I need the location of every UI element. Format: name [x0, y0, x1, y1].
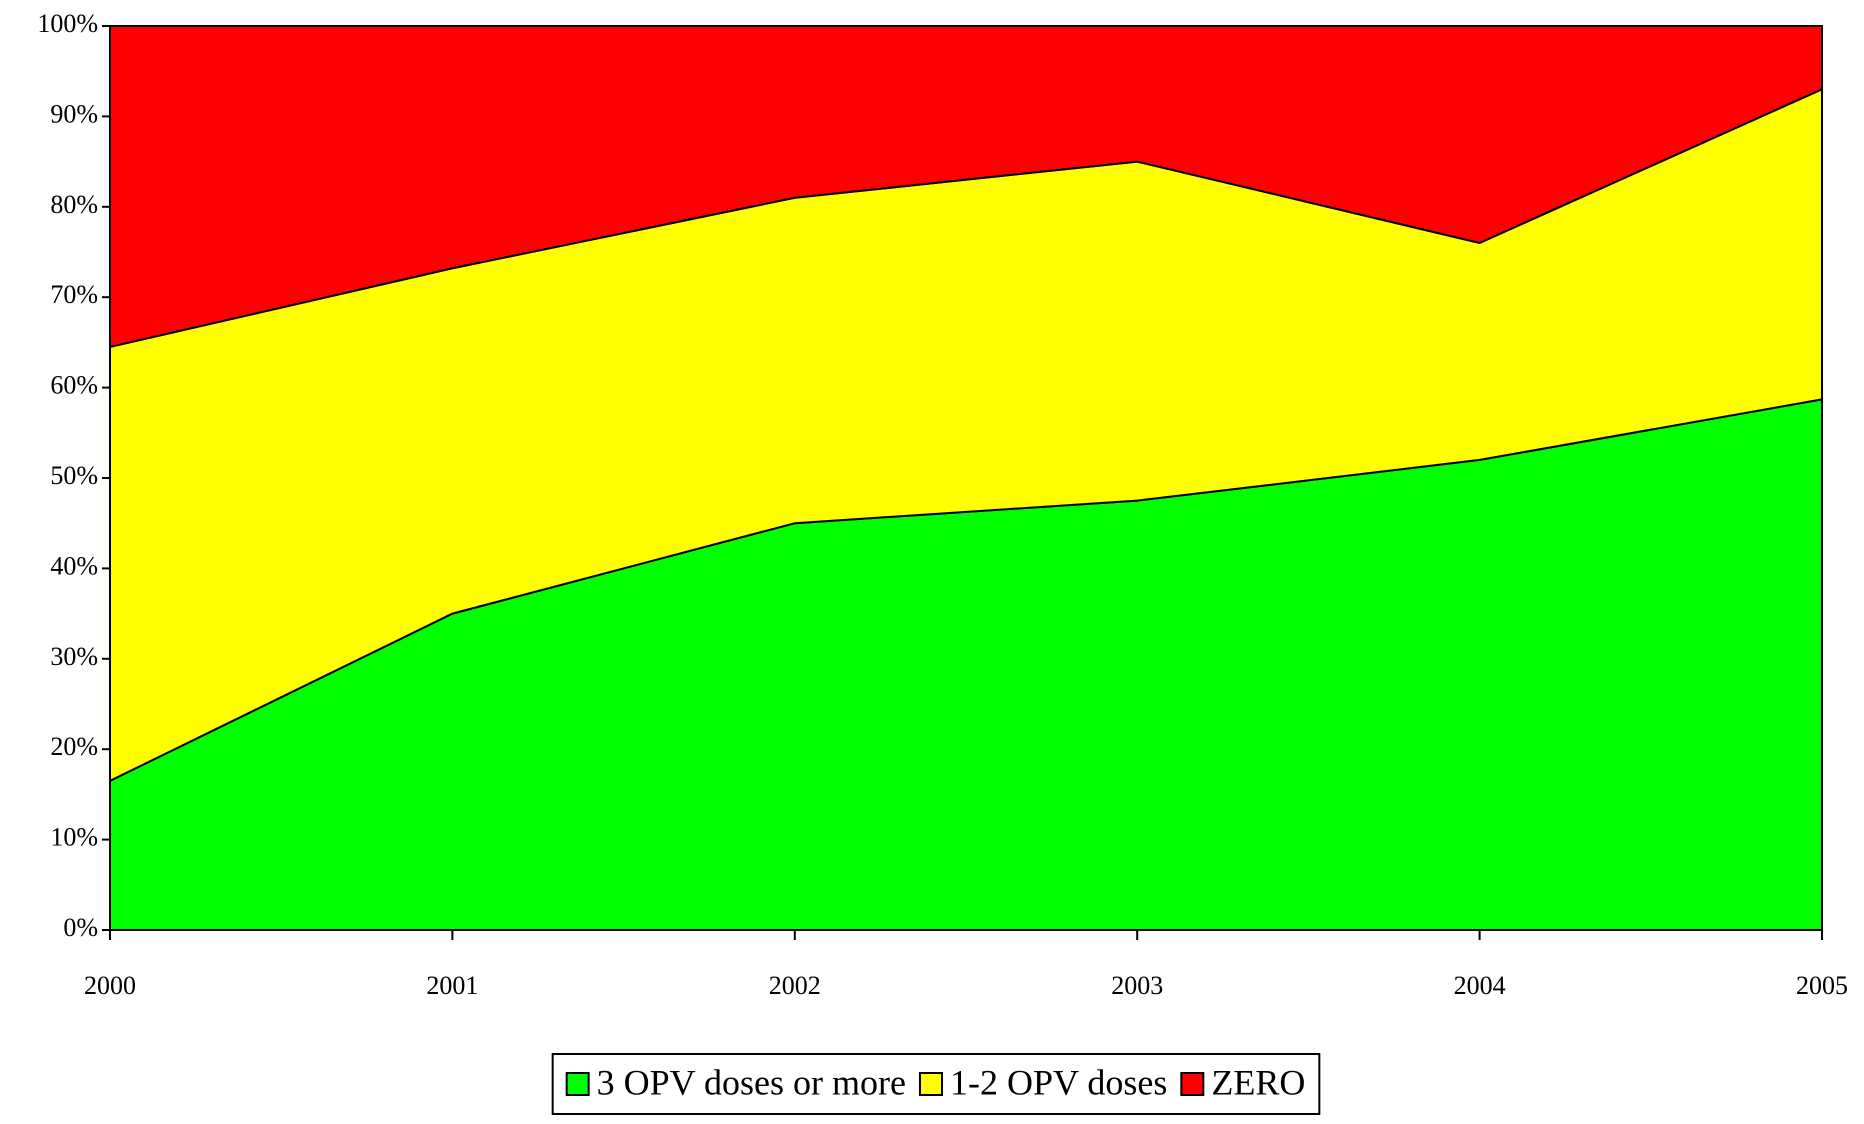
- y-tick-label: 70%: [50, 280, 98, 309]
- legend-swatch: [565, 1072, 590, 1096]
- x-tick-label: 2003: [1111, 971, 1163, 1000]
- x-tick-label: 2001: [426, 971, 478, 1000]
- x-tick-label: 2004: [1454, 971, 1506, 1000]
- y-tick-label: 100%: [37, 9, 98, 38]
- y-tick-label: 10%: [50, 823, 98, 852]
- x-tick-label: 2002: [769, 971, 821, 1000]
- y-tick-label: 0%: [63, 913, 98, 942]
- y-tick-label: 60%: [50, 371, 98, 400]
- y-tick-label: 80%: [50, 190, 98, 219]
- legend-label: 3 OPV doses or more: [597, 1062, 906, 1102]
- y-tick-label: 90%: [50, 99, 98, 128]
- y-tick-label: 50%: [50, 461, 98, 490]
- y-tick-label: 40%: [50, 551, 98, 580]
- y-tick-label: 20%: [50, 732, 98, 761]
- y-tick-label: 30%: [50, 642, 98, 671]
- legend-swatch: [918, 1072, 943, 1096]
- x-tick-label: 2000: [84, 971, 136, 1000]
- legend-label: ZERO: [1211, 1062, 1305, 1102]
- legend-swatch: [1180, 1072, 1205, 1096]
- legend-label: 1-2 OPV doses: [950, 1062, 1167, 1102]
- x-tick-label: 2005: [1796, 971, 1848, 1000]
